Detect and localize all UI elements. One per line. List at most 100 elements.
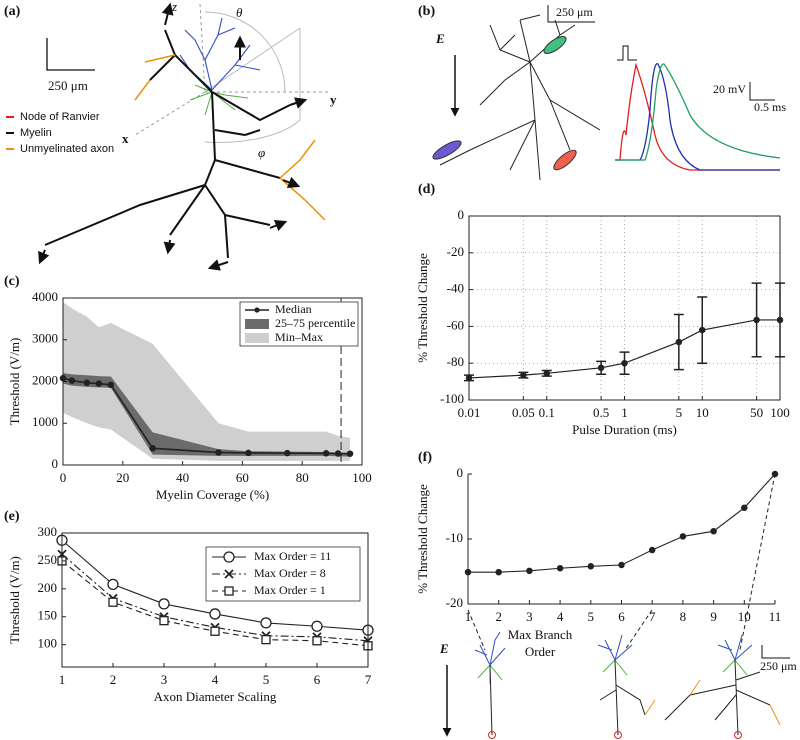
field-label: E bbox=[435, 31, 445, 46]
unmyelinated-axon bbox=[134, 54, 326, 221]
legend-label: 25–75 percentile bbox=[275, 316, 355, 330]
y-tick-label: 0 bbox=[458, 207, 465, 222]
axis-z bbox=[199, 3, 206, 93]
marker bbox=[209, 608, 221, 620]
marker bbox=[753, 316, 760, 324]
y-axis-label: % Threshold Change bbox=[415, 484, 430, 594]
panel-label: (d) bbox=[418, 182, 435, 197]
electrode bbox=[543, 35, 567, 55]
y-tick-label: 200 bbox=[38, 580, 58, 595]
legend-label: Unmyelinated axon bbox=[20, 143, 114, 155]
neuron-diagram-b: (b) E 250 μm 20 mV 0.5 ms bbox=[418, 4, 786, 181]
x-tick-label: 0.5 bbox=[593, 405, 609, 420]
legend-swatch bbox=[245, 333, 269, 343]
marker bbox=[68, 377, 76, 384]
x-tick-label: 4 bbox=[212, 672, 219, 687]
basal-dendrites bbox=[189, 84, 249, 116]
x-axis-label: Pulse Duration (ms) bbox=[572, 422, 677, 437]
x-tick-label: 3 bbox=[526, 609, 533, 624]
neuron-diagram-a: (a) 250 μm z θ y x φ Node of Ranvier Mye… bbox=[4, 0, 337, 271]
legend: Node of Ranvier Myelin Unmyelinated axon bbox=[6, 111, 114, 155]
axis bbox=[467, 474, 775, 605]
neuron bbox=[439, 14, 601, 181]
marker bbox=[260, 617, 272, 629]
marker bbox=[618, 561, 625, 569]
scale-label: 0.5 ms bbox=[754, 100, 786, 114]
legend-label: Max Order = 1 bbox=[254, 583, 326, 597]
marker bbox=[210, 626, 220, 636]
marker bbox=[283, 449, 291, 457]
y-axis-label: % Threshold Change bbox=[415, 253, 430, 363]
marker bbox=[675, 338, 683, 346]
axis-label: y bbox=[330, 92, 337, 107]
axis-label: z bbox=[171, 0, 177, 14]
marker bbox=[322, 450, 330, 457]
y-tick-label: -80 bbox=[447, 354, 464, 369]
x-axis-label: Max Branch bbox=[508, 627, 573, 642]
x-tick-label: 2 bbox=[110, 672, 117, 687]
panel-label: (b) bbox=[418, 4, 435, 19]
panel-label: (c) bbox=[4, 274, 20, 289]
legend-swatch bbox=[245, 319, 269, 329]
axis-label: θ bbox=[236, 5, 243, 20]
marker bbox=[741, 504, 748, 512]
marker bbox=[261, 634, 271, 645]
y-tick-label: 2000 bbox=[32, 372, 58, 387]
marker bbox=[215, 449, 222, 456]
waveform bbox=[615, 63, 781, 161]
marker bbox=[158, 598, 170, 610]
scale-bar bbox=[46, 38, 95, 71]
field-label: E bbox=[439, 641, 449, 656]
x-tick-label: 5 bbox=[676, 405, 683, 420]
scale-bar bbox=[547, 5, 595, 23]
marker bbox=[543, 370, 551, 377]
marker bbox=[556, 565, 564, 572]
scale-bar bbox=[749, 82, 775, 101]
y-tick-label: -10 bbox=[446, 530, 463, 545]
marker bbox=[108, 597, 118, 607]
electrode bbox=[553, 149, 577, 171]
y-tick-label: -20 bbox=[447, 244, 464, 259]
x-tick-label: 7 bbox=[649, 609, 656, 624]
electrode bbox=[432, 140, 462, 160]
marker bbox=[312, 636, 322, 646]
band bbox=[63, 373, 351, 457]
y-tick-label: 250 bbox=[38, 552, 58, 567]
y-tick-label: -20 bbox=[446, 595, 463, 610]
legend-swatch bbox=[254, 307, 260, 313]
x-tick-label: 8 bbox=[680, 609, 687, 624]
x-tick-label: 0 bbox=[60, 470, 67, 485]
marker bbox=[495, 568, 502, 576]
theta-arc bbox=[204, 11, 286, 93]
x-tick-label: 1 bbox=[465, 609, 472, 624]
panel-label: (e) bbox=[4, 509, 20, 524]
y-axis-label: Threshold (V/m) bbox=[7, 556, 22, 644]
x-tick-label: 1 bbox=[621, 405, 628, 420]
x-tick-label: 4 bbox=[557, 609, 564, 624]
marker bbox=[771, 470, 779, 478]
legend-label: Max Order = 11 bbox=[254, 549, 331, 563]
neuron-diagram-f: E 250 μm bbox=[439, 473, 797, 739]
x-tick-label: 10 bbox=[696, 405, 709, 420]
y-tick-label: 4000 bbox=[32, 289, 58, 304]
marker bbox=[83, 379, 91, 387]
scale-label: 250 μm bbox=[760, 659, 797, 673]
x-tick-label: 7 bbox=[365, 672, 372, 687]
x-tick-label: 5 bbox=[588, 609, 595, 624]
marker bbox=[107, 381, 115, 389]
x-tick-label: 0.1 bbox=[539, 405, 555, 420]
legend-label: Min–Max bbox=[275, 330, 323, 344]
x-tick-label: 3 bbox=[161, 672, 168, 687]
scale-label: 250 μm bbox=[556, 5, 593, 19]
y-axis-label: Threshold (V/m) bbox=[7, 338, 22, 426]
y-tick-label: 1000 bbox=[32, 414, 58, 429]
dendrites bbox=[179, 17, 261, 91]
y-tick-label: 150 bbox=[38, 608, 58, 623]
y-tick-label: -60 bbox=[447, 317, 464, 332]
marker bbox=[679, 533, 687, 540]
line bbox=[468, 473, 776, 573]
legend-swatch bbox=[224, 586, 234, 596]
x-axis-label: Axon Diameter Scaling bbox=[154, 689, 277, 704]
x-tick-label: 0.01 bbox=[458, 405, 481, 420]
